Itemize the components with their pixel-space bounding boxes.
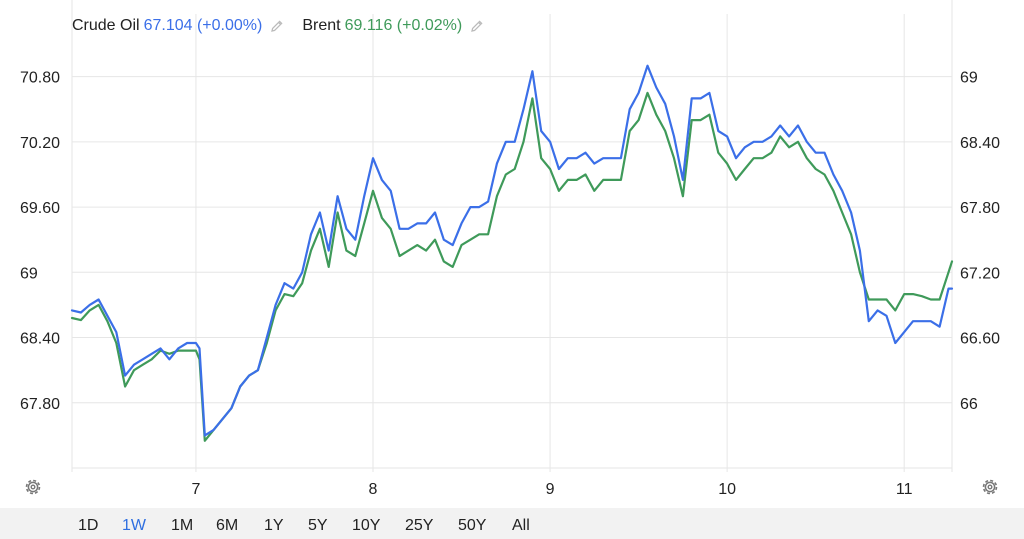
left-tick-label: 70.20 bbox=[20, 135, 60, 152]
series-line-crude-oil bbox=[70, 64, 954, 437]
right-tick-label: 67.20 bbox=[960, 265, 1000, 282]
right-tick-label: 66 bbox=[960, 396, 978, 413]
range-button-1w[interactable]: 1W bbox=[122, 517, 146, 534]
x-tick-label: 11 bbox=[896, 481, 913, 498]
grid-lines bbox=[71, 0, 953, 472]
legend-value: 69.116 bbox=[344, 17, 393, 34]
range-button-5y[interactable]: 5Y bbox=[308, 517, 328, 534]
legend-label: Crude Oil bbox=[72, 17, 140, 34]
x-axis-tick-labels: 7 8 9 10 11 bbox=[191, 481, 912, 498]
series-lines bbox=[70, 64, 954, 442]
left-tick-label: 69 bbox=[20, 265, 38, 282]
right-tick-label: 68.40 bbox=[960, 135, 1000, 152]
legend-change: (+0.00%) bbox=[196, 17, 263, 34]
chart-legend: Crude Oil 67.104 (+0.00%) Brent 69.116 (… bbox=[72, 14, 502, 38]
range-button-1m[interactable]: 1M bbox=[171, 517, 194, 534]
pencil-icon[interactable] bbox=[470, 19, 484, 33]
range-button-1d[interactable]: 1D bbox=[78, 517, 99, 534]
left-tick-label: 70.80 bbox=[20, 70, 60, 87]
left-axis-tick-labels: 70.80 70.20 69.60 69 68.40 67.80 bbox=[20, 70, 60, 413]
legend-item-crude-oil[interactable]: Crude Oil 67.104 (+0.00%) bbox=[72, 17, 284, 35]
legend-item-brent[interactable]: Brent 69.116 (+0.02%) bbox=[302, 17, 484, 35]
right-axis-tick-labels: 69 68.40 67.80 67.20 66.60 66 bbox=[960, 70, 1000, 413]
right-tick-label: 67.80 bbox=[960, 200, 1000, 217]
gear-icon[interactable] bbox=[979, 476, 1001, 498]
legend-value: 67.104 bbox=[143, 17, 193, 34]
range-button-50y[interactable]: 50Y bbox=[458, 517, 487, 534]
x-tick-label: 8 bbox=[369, 481, 378, 498]
pencil-icon[interactable] bbox=[270, 19, 284, 33]
right-tick-label: 66.60 bbox=[960, 331, 1000, 348]
line-chart: 70.80 70.20 69.60 69 68.40 67.80 69 68.40 67.80… bbox=[20, 0, 1000, 498]
time-range-bar: 1D 1W 1M 6M 1Y 5Y 10Y 25Y 50Y All bbox=[0, 508, 1024, 539]
range-button-1y[interactable]: 1Y bbox=[264, 517, 284, 534]
range-button-all[interactable]: All bbox=[512, 517, 530, 534]
range-button-6m[interactable]: 6M bbox=[216, 517, 239, 534]
legend-change: (+0.02%) bbox=[396, 17, 463, 34]
left-tick-label: 67.80 bbox=[20, 396, 60, 413]
range-button-25y[interactable]: 25Y bbox=[405, 517, 434, 534]
left-tick-label: 68.40 bbox=[20, 331, 60, 348]
x-tick-label: 10 bbox=[718, 481, 736, 498]
x-tick-label: 7 bbox=[191, 481, 200, 498]
gear-icon[interactable] bbox=[22, 476, 44, 498]
range-button-10y[interactable]: 10Y bbox=[352, 517, 381, 534]
left-tick-label: 69.60 bbox=[20, 200, 60, 217]
right-tick-label: 69 bbox=[960, 70, 978, 87]
series-line-brent bbox=[70, 91, 954, 442]
legend-label: Brent bbox=[302, 17, 341, 34]
x-tick-label: 9 bbox=[546, 481, 555, 498]
